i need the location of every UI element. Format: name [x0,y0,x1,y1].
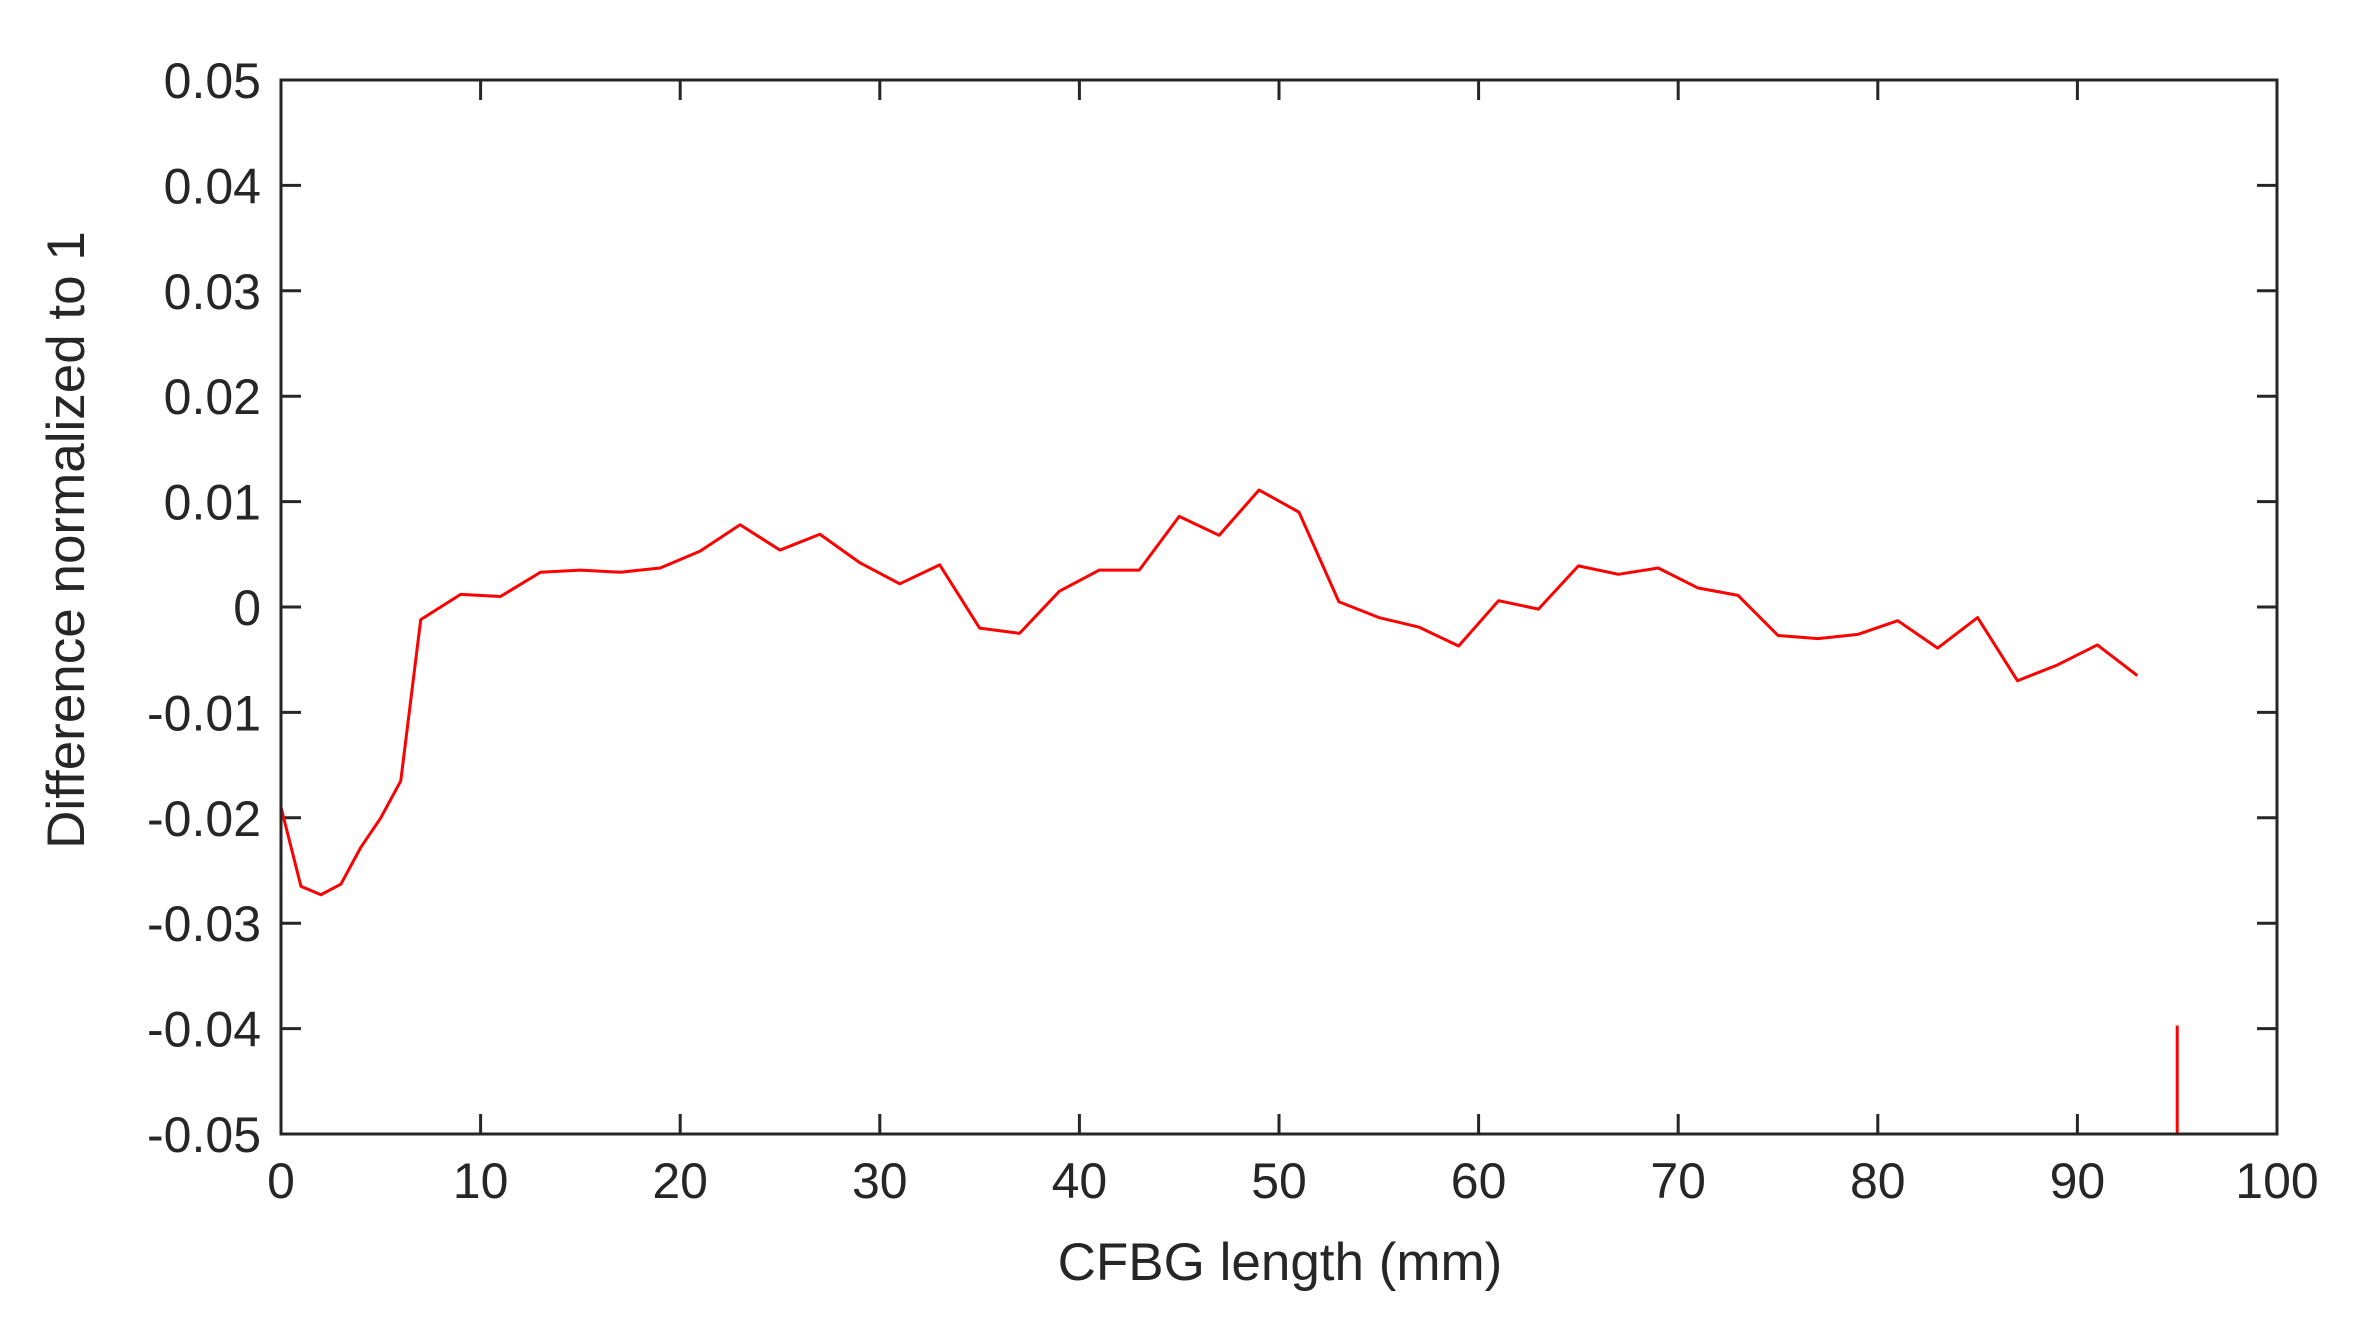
x-tick-label: 20 [652,1153,708,1209]
x-tick-label: 100 [2235,1153,2318,1209]
x-tick-label: 40 [1052,1153,1108,1209]
x-tick-label: 60 [1451,1153,1507,1209]
x-tick-label: 0 [267,1153,295,1209]
y-tick-label: 0.03 [164,264,261,320]
y-axis-label: Difference normalized to 1 [37,231,96,849]
y-tick-label: 0.05 [164,53,261,109]
x-tick-label: 90 [2050,1153,2106,1209]
y-tick-labels: 0.05 0.04 0.03 0.02 0.01 0 -0.01 -0.02 -0.03 -0.0… [147,53,261,1163]
x-axis-label: CFBG length (mm) [1058,1233,1503,1292]
axes-box [279,78,2279,1136]
x-tick-label: 50 [1251,1153,1307,1209]
plot-background [281,80,2277,1134]
x-tick-labels: 0 10 20 30 40 50 60 70 80 90 100 [267,1153,2319,1209]
x-tick-label: 10 [453,1153,509,1209]
y-tick-label: 0 [233,580,261,636]
y-tick-label: 0.02 [164,369,261,425]
y-tick-label: 0.04 [164,158,261,214]
x-tick-label: 70 [1650,1153,1706,1209]
y-tick-label: -0.04 [147,1002,261,1058]
x-tick-label: 80 [1850,1153,1906,1209]
y-tick-label: 0.01 [164,475,261,531]
series-layer [281,488,2179,1134]
series-line [281,488,2179,1134]
y-tick-label: -0.02 [147,791,261,847]
x-tick-label: 30 [852,1153,908,1209]
y-tick-label: -0.01 [147,685,261,741]
y-tick-label: -0.05 [147,1107,261,1163]
y-tick-label: -0.03 [147,896,261,952]
